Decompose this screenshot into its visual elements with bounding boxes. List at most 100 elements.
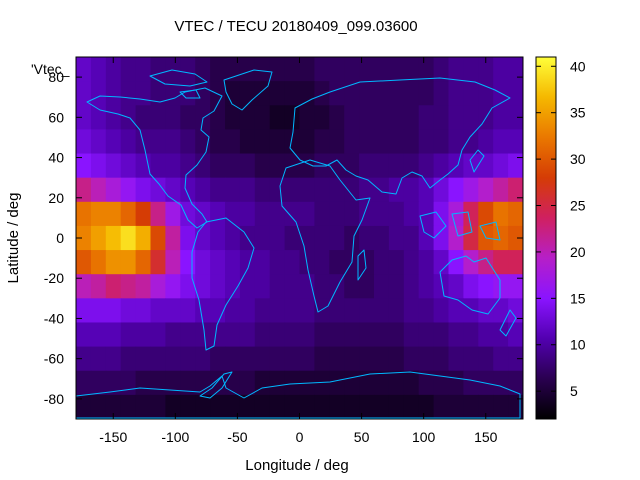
heatmap-cell: [90, 298, 107, 323]
heatmap-cell: [463, 57, 479, 82]
heatmap-cell: [135, 57, 151, 82]
heatmap-cell: [239, 298, 256, 323]
heatmap-cell: [359, 129, 375, 155]
heatmap-cell: [210, 81, 226, 106]
axis-ticks: -150 -100 -50 0 50 100 150 -80 -60 -40 -20 0 20 40 60 8…: [44, 57, 523, 445]
heatmap-cell: [76, 201, 92, 227]
heatmap-cell: [225, 274, 241, 299]
heatmap-cell: [210, 105, 226, 130]
heatmap-cell: [478, 346, 494, 372]
heatmap-cell: [448, 298, 464, 323]
coastline-greenland: [223, 69, 273, 111]
heatmap-cell: [76, 274, 92, 299]
heatmap-cell: [329, 201, 345, 227]
x-tick-label: -150: [99, 429, 127, 445]
heatmap-cell: [508, 57, 524, 82]
heatmap-cell: [76, 153, 92, 179]
heatmap-cell: [284, 57, 300, 82]
heatmap-cell: [150, 274, 166, 299]
heatmap-cell: [254, 225, 271, 251]
heatmap-cell: [90, 346, 107, 372]
heatmap-cell: [150, 394, 166, 420]
heatmap-cell: [105, 250, 122, 275]
heatmap-cell: [344, 57, 360, 82]
heatmap-cell: [433, 274, 449, 299]
heatmap-cell: [284, 346, 300, 372]
heatmap-cell: [418, 153, 435, 179]
heatmap-cell: [120, 129, 137, 155]
heatmap-cell: [478, 57, 494, 82]
heatmap-cell: [463, 346, 479, 372]
heatmap-cell: [418, 250, 435, 275]
heatmap-cell: [180, 298, 196, 323]
heatmap-cell: [359, 298, 375, 323]
heatmap-cell: [150, 298, 166, 323]
heatmap-cell: [359, 81, 375, 106]
colorbar-tick-label: 25: [570, 198, 586, 214]
heatmap-cell: [403, 370, 420, 396]
heatmap-cell: [314, 274, 330, 299]
heatmap-cell: [269, 225, 286, 251]
heatmap-cell: [463, 105, 479, 130]
heatmap-cell: [165, 298, 181, 323]
heatmap-cell: [344, 153, 360, 179]
heatmap-cell: [254, 370, 271, 396]
heatmap-cell: [463, 322, 479, 348]
heatmap-cell: [239, 153, 256, 179]
heatmap-cell: [120, 346, 137, 372]
heatmap-cell: [210, 346, 226, 372]
heatmap-cell: [254, 57, 271, 82]
heatmap-cell: [418, 298, 435, 323]
coastline-maritime-asia: [419, 211, 501, 241]
heatmap-cell: [403, 250, 420, 275]
coastline-antarctica: [75, 371, 521, 419]
heatmap-cell: [418, 105, 435, 130]
heatmap-cell: [314, 346, 330, 372]
heatmap-cell: [135, 274, 151, 299]
heatmap-cell: [299, 129, 315, 155]
heatmap-cell: [284, 177, 300, 203]
coastline-japan: [469, 149, 485, 173]
heatmap-cell: [359, 225, 375, 251]
y-tick-label: 20: [48, 190, 64, 206]
heatmap-cell: [448, 370, 464, 396]
heatmap-cell: [269, 298, 286, 323]
heatmap-cell: [374, 57, 390, 82]
heatmap-cell: [90, 274, 107, 299]
heatmap-cell: [269, 177, 286, 203]
heatmap-cell: [448, 394, 464, 420]
heatmap-cell: [165, 274, 181, 299]
coastline-antarctic-peninsula: [199, 371, 233, 399]
heatmap-cell: [403, 274, 420, 299]
heatmap-cell: [284, 394, 300, 420]
heatmap-cell: [478, 394, 494, 420]
heatmap-cell: [269, 201, 286, 227]
heatmap-cell: [403, 153, 420, 179]
heatmap-cell: [150, 322, 166, 348]
heatmap-cell: [269, 57, 286, 82]
heatmap-cell: [239, 346, 256, 372]
heatmap-cell: [508, 322, 524, 348]
heatmap-cell: [239, 322, 256, 348]
heatmap-cell: [433, 346, 449, 372]
heatmap-cell: [76, 81, 92, 106]
heatmap-cell: [329, 177, 345, 203]
heatmap-cell: [344, 177, 360, 203]
heatmap-cell: [284, 201, 300, 227]
x-tick-label: -50: [227, 429, 247, 445]
heatmap-cell: [359, 322, 375, 348]
heatmap-cell: [225, 153, 241, 179]
heatmap-cell: [359, 201, 375, 227]
heatmap-cell: [180, 322, 196, 348]
heatmap-cell: [388, 394, 405, 420]
heatmap-cell: [493, 105, 509, 130]
heatmap-cell: [374, 250, 390, 275]
heatmap-cell: [105, 298, 122, 323]
heatmap-cell: [418, 129, 435, 155]
heatmap-cell: [403, 201, 420, 227]
heatmap-cell: [359, 153, 375, 179]
heatmap-cell: [388, 177, 405, 203]
heatmap-cell: [314, 129, 330, 155]
heatmap-cell: [239, 201, 256, 227]
